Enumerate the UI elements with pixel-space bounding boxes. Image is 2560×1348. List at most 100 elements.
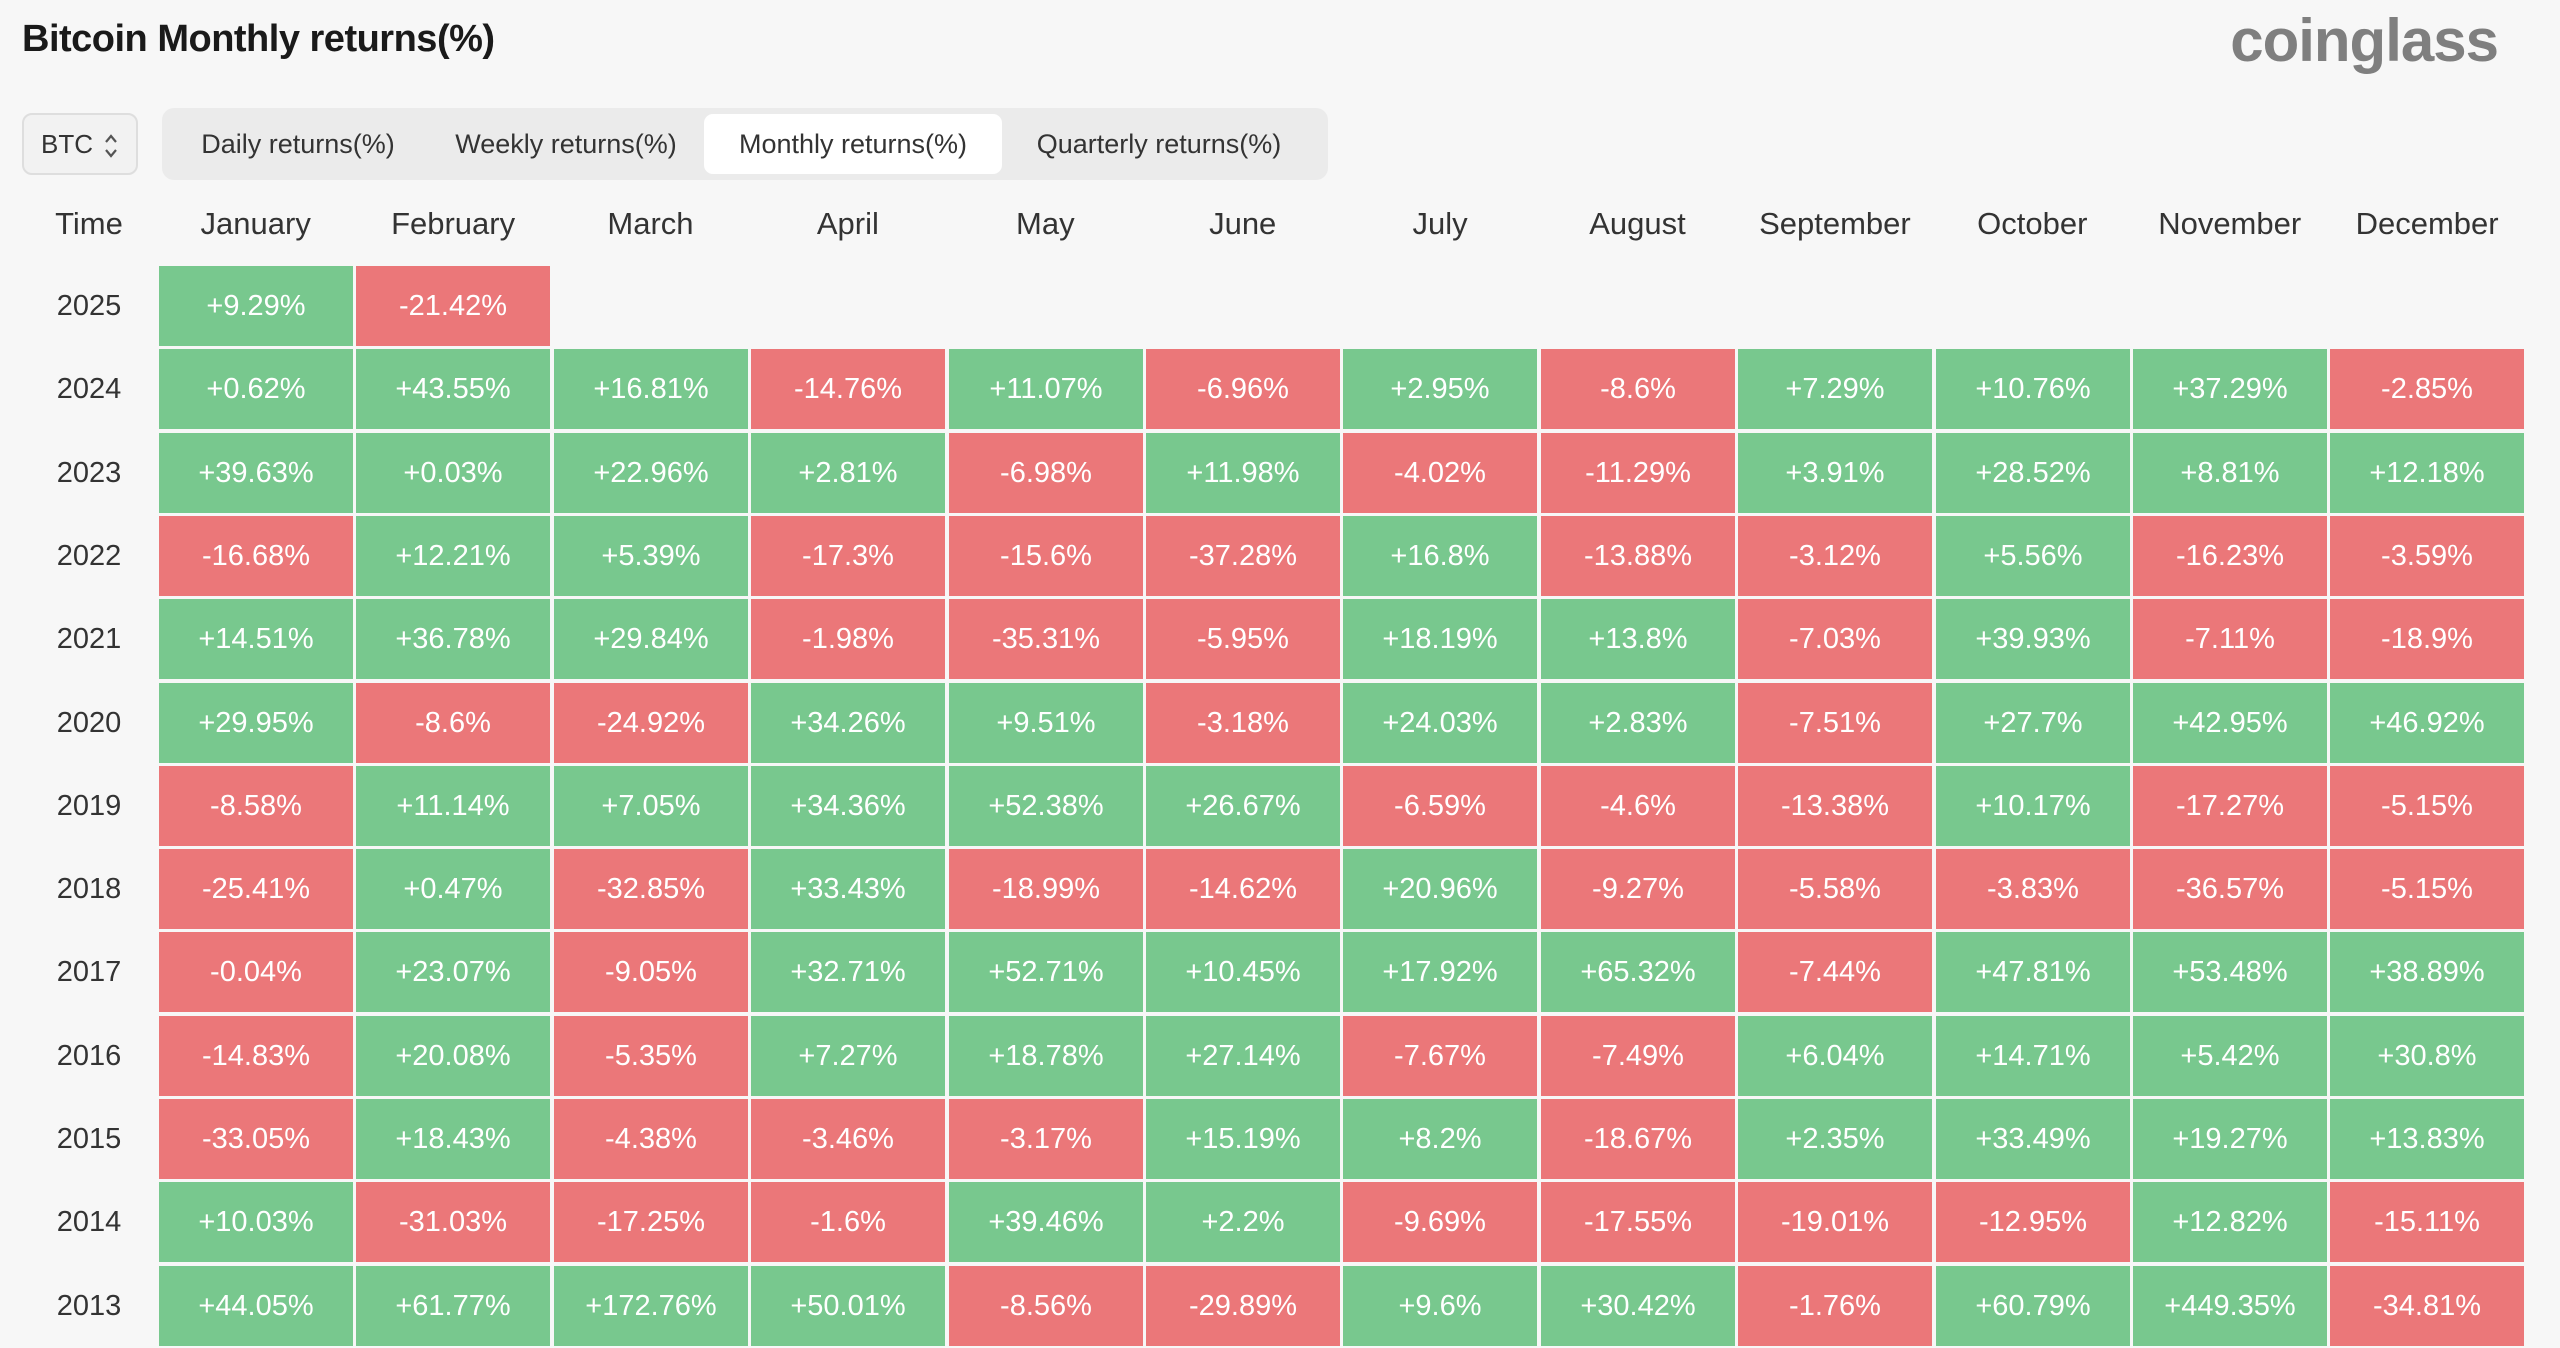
return-cell: +44.05%	[159, 1266, 353, 1346]
return-cell: -9.27%	[1541, 849, 1735, 929]
return-cell: +13.83%	[2330, 1099, 2524, 1179]
return-cell: -7.49%	[1541, 1016, 1735, 1096]
return-cell: -7.67%	[1343, 1016, 1537, 1096]
return-cell: -24.92%	[554, 683, 748, 763]
return-cell: +46.92%	[2330, 683, 2524, 763]
return-cell: -25.41%	[159, 849, 353, 929]
return-cell: -19.01%	[1738, 1182, 1932, 1262]
return-cell: +9.29%	[159, 266, 353, 346]
return-cell: -3.18%	[1146, 683, 1340, 763]
return-cell: +16.8%	[1343, 516, 1537, 596]
row-year-2018: 2018	[56, 872, 122, 905]
return-cell: +12.82%	[2133, 1182, 2327, 1262]
return-cell: +20.96%	[1343, 849, 1537, 929]
return-cell: +34.26%	[751, 683, 945, 763]
return-cell: -2.85%	[2330, 349, 2524, 429]
return-cell: +15.19%	[1146, 1099, 1340, 1179]
return-cell: -17.25%	[554, 1182, 748, 1262]
return-cell: +6.04%	[1738, 1016, 1932, 1096]
row-year-2019: 2019	[56, 789, 122, 822]
return-cell: +2.83%	[1541, 683, 1735, 763]
row-year-2020: 2020	[56, 706, 122, 739]
return-cell: +24.03%	[1343, 683, 1537, 763]
row-year-2024: 2024	[56, 372, 122, 405]
return-cell: -3.17%	[949, 1099, 1143, 1179]
return-cell: +27.7%	[1936, 683, 2130, 763]
return-cell: +9.6%	[1343, 1266, 1537, 1346]
return-cell: +39.93%	[1936, 599, 2130, 679]
column-header-october: October	[1977, 206, 2088, 241]
return-cell: +2.95%	[1343, 349, 1537, 429]
return-cell: +42.95%	[2133, 683, 2327, 763]
return-cell: +29.95%	[159, 683, 353, 763]
return-cell: +10.45%	[1146, 932, 1340, 1012]
coin-select[interactable]: BTC	[22, 113, 138, 175]
return-cell: -4.6%	[1541, 766, 1735, 846]
page-title: Bitcoin Monthly returns(%)	[22, 18, 495, 60]
return-cell: -9.69%	[1343, 1182, 1537, 1262]
return-cell: -8.58%	[159, 766, 353, 846]
return-cell: +29.84%	[554, 599, 748, 679]
return-cell: -15.11%	[2330, 1182, 2524, 1262]
return-cell: +18.78%	[949, 1016, 1143, 1096]
return-cell: -21.42%	[356, 266, 550, 346]
return-cell: +60.79%	[1936, 1266, 2130, 1346]
return-cell: -1.98%	[751, 599, 945, 679]
return-cell: +11.98%	[1146, 433, 1340, 513]
returns-tabbar: Daily returns(%) Weekly returns(%) Month…	[162, 108, 1328, 180]
return-cell: -3.46%	[751, 1099, 945, 1179]
return-cell: +7.27%	[751, 1016, 945, 1096]
return-cell: +8.2%	[1343, 1099, 1537, 1179]
column-header-time: Time	[55, 206, 123, 241]
return-cell: +0.03%	[356, 433, 550, 513]
return-cell: +449.35%	[2133, 1266, 2327, 1346]
return-cell: -15.6%	[949, 516, 1143, 596]
return-cell: -37.28%	[1146, 516, 1340, 596]
tab-monthly-returns[interactable]: Monthly returns(%)	[704, 114, 1002, 174]
return-cell: +11.07%	[949, 349, 1143, 429]
return-cell: +17.92%	[1343, 932, 1537, 1012]
return-cell: +2.81%	[751, 433, 945, 513]
return-cell: +7.05%	[554, 766, 748, 846]
chevron-up-down-icon	[105, 134, 117, 158]
return-cell: +61.77%	[356, 1266, 550, 1346]
tab-weekly-returns[interactable]: Weekly returns(%)	[455, 128, 677, 159]
return-cell: +13.8%	[1541, 599, 1735, 679]
return-cell: +65.32%	[1541, 932, 1735, 1012]
return-cell: -18.9%	[2330, 599, 2524, 679]
tab-quarterly-returns[interactable]: Quarterly returns(%)	[1036, 128, 1282, 159]
return-cell: +30.42%	[1541, 1266, 1735, 1346]
column-header-august: August	[1589, 206, 1686, 241]
return-cell: +7.29%	[1738, 349, 1932, 429]
return-cell: -6.96%	[1146, 349, 1340, 429]
row-year-2017: 2017	[56, 955, 122, 988]
return-cell: +27.14%	[1146, 1016, 1340, 1096]
column-header-april: April	[816, 206, 879, 241]
return-cell: +20.08%	[356, 1016, 550, 1096]
return-cell: -16.68%	[159, 516, 353, 596]
tab-daily-returns[interactable]: Daily returns(%)	[201, 128, 395, 159]
return-cell: -14.62%	[1146, 849, 1340, 929]
brand-logo: coinglass	[2230, 7, 2499, 74]
return-cell: -3.83%	[1936, 849, 2130, 929]
return-cell: +53.48%	[2133, 932, 2327, 1012]
return-cell: -11.29%	[1541, 433, 1735, 513]
return-cell: -1.6%	[751, 1182, 945, 1262]
row-year-2022: 2022	[56, 539, 122, 572]
return-cell: -5.15%	[2330, 849, 2524, 929]
return-cell: +33.43%	[751, 849, 945, 929]
return-cell: +3.91%	[1738, 433, 1932, 513]
return-cell: +10.17%	[1936, 766, 2130, 846]
return-cell: +19.27%	[2133, 1099, 2327, 1179]
return-cell: +30.8%	[2330, 1016, 2524, 1096]
return-cell: +22.96%	[554, 433, 748, 513]
return-cell: -35.31%	[949, 599, 1143, 679]
return-cell: +33.49%	[1936, 1099, 2130, 1179]
return-cell: -4.02%	[1343, 433, 1537, 513]
return-cell: +39.46%	[949, 1182, 1143, 1262]
row-year-2014: 2014	[56, 1205, 122, 1238]
return-cell: -0.04%	[159, 932, 353, 1012]
return-cell: -17.27%	[2133, 766, 2327, 846]
return-cell: -32.85%	[554, 849, 748, 929]
return-cell: +5.56%	[1936, 516, 2130, 596]
